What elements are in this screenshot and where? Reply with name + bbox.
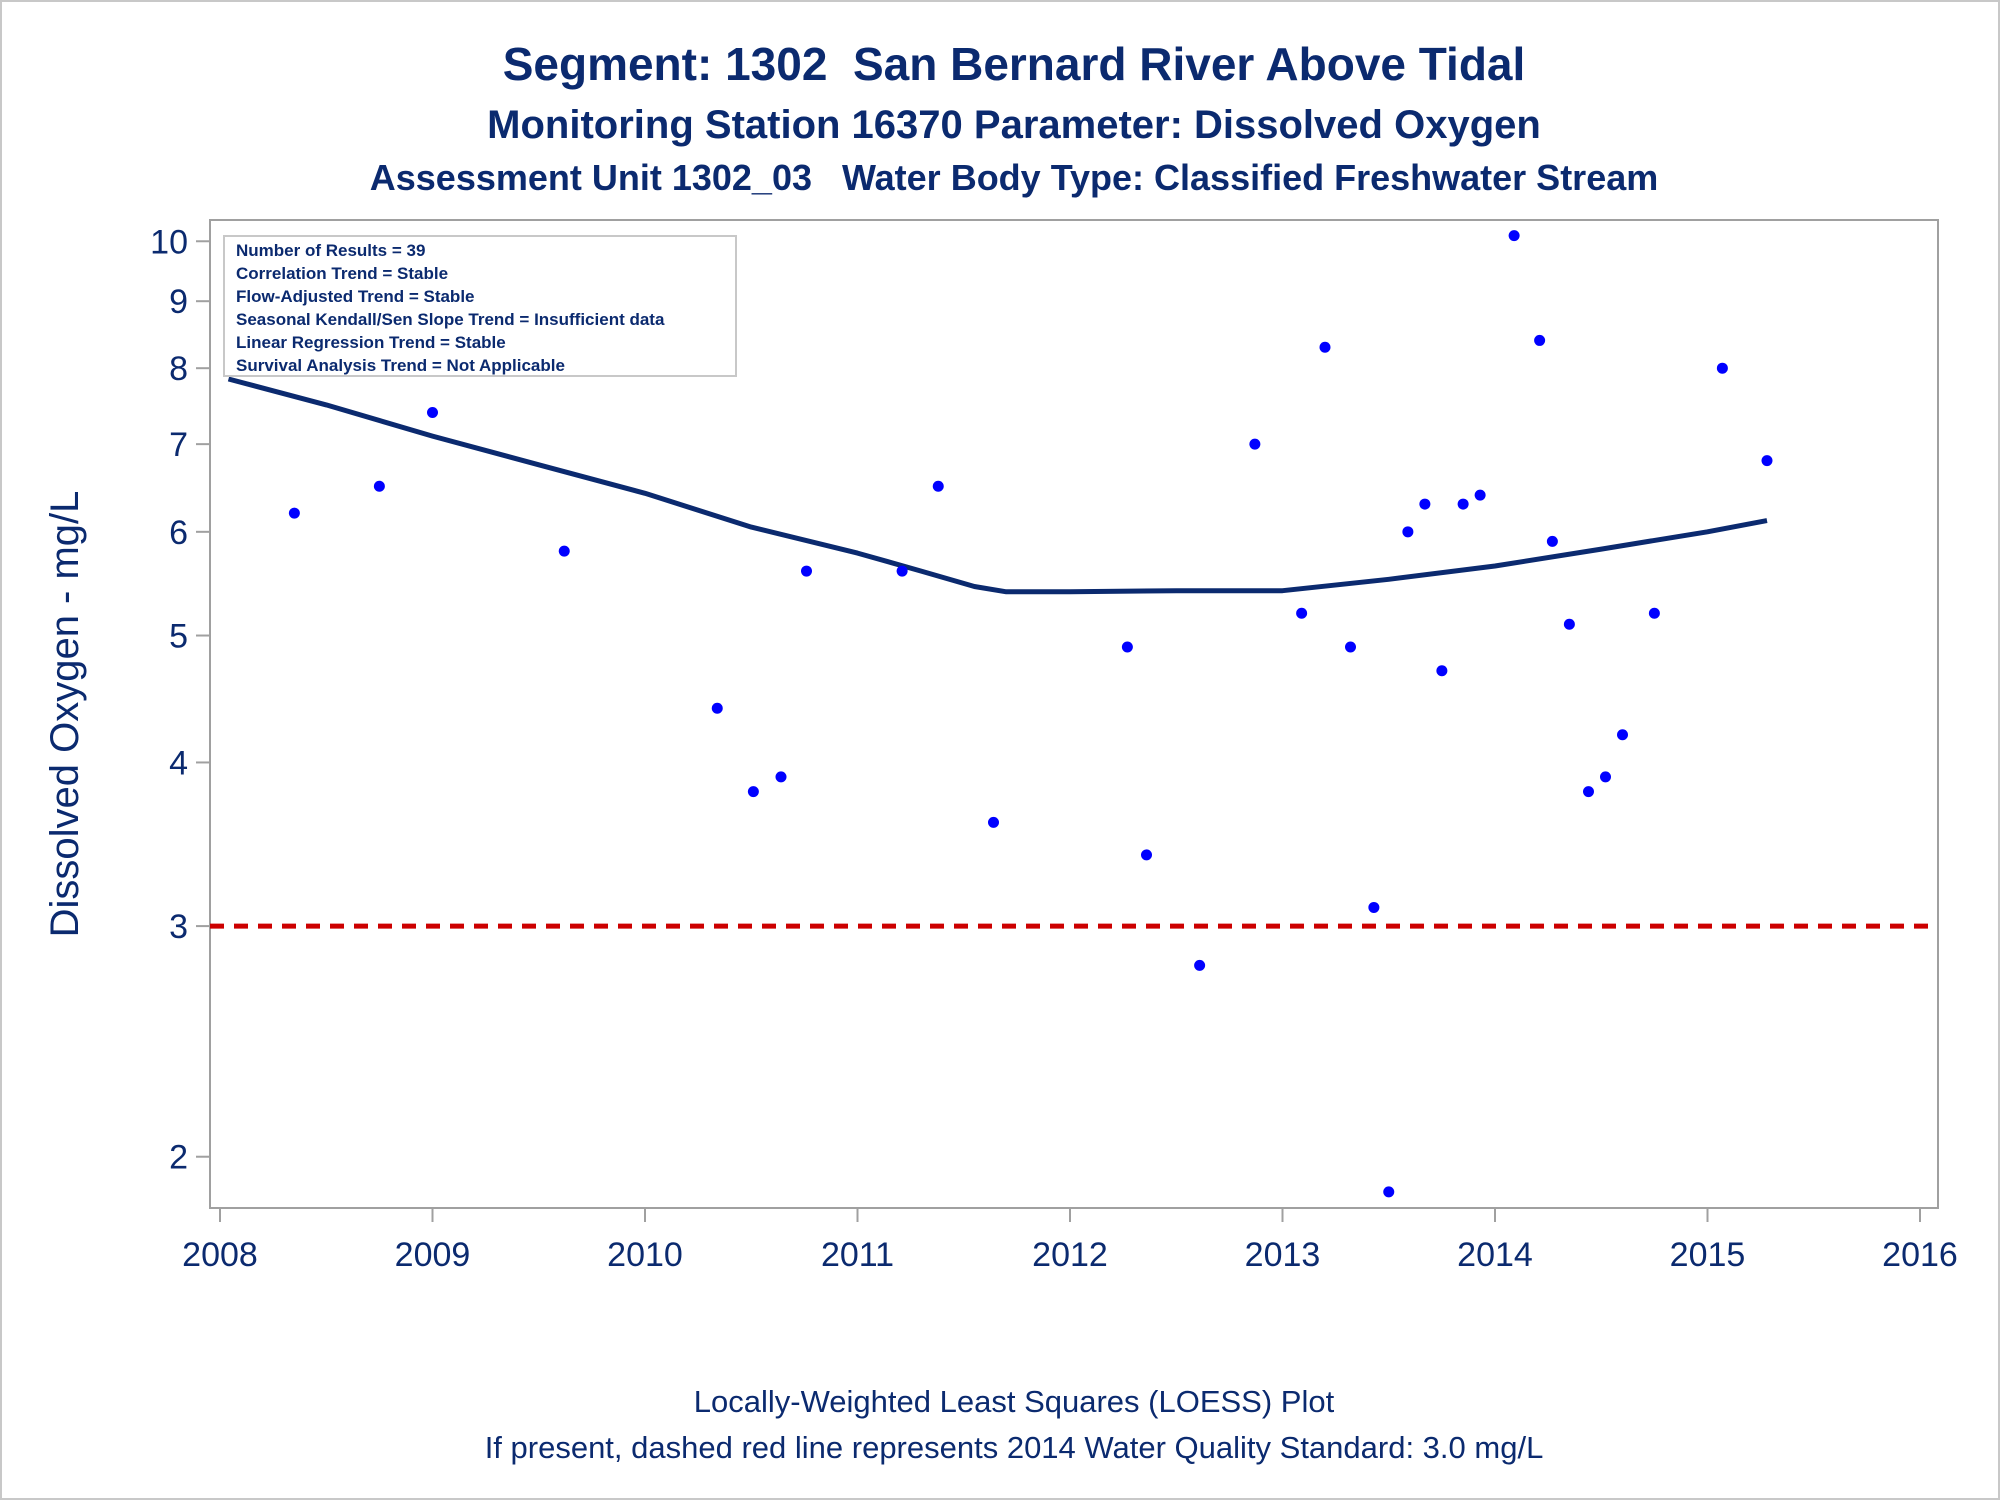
data-point [1546, 535, 1558, 547]
footnote-standard: If present, dashed red line represents 2… [485, 1430, 1544, 1465]
stats-box-line: Flow-Adjusted Trend = Stable [236, 287, 475, 306]
data-point [1583, 786, 1594, 798]
x-tick-label: 2010 [607, 1236, 683, 1274]
data-point [1296, 607, 1308, 619]
data-point [1345, 641, 1356, 653]
y-tick-label: 4 [169, 744, 188, 782]
y-axis-label: Dissolved Oxygen - mg/L [43, 491, 87, 938]
data-point [1508, 230, 1520, 242]
data-point [711, 702, 723, 714]
x-tick-label: 2009 [395, 1236, 471, 1274]
stats-box-line: Correlation Trend = Stable [236, 264, 448, 283]
data-point [1648, 607, 1660, 619]
data-point [1419, 498, 1431, 510]
data-point [1141, 849, 1152, 861]
data-point [801, 565, 812, 577]
data-point [1194, 959, 1206, 971]
y-tick-label: 7 [169, 426, 188, 464]
stats-box-line: Survival Analysis Trend = Not Applicable [236, 356, 565, 375]
x-axis: 2008 2009 2010 2011 2012 2013 2014 2015 2016 [182, 1208, 1958, 1274]
x-tick-label: 2015 [1670, 1236, 1746, 1274]
data-point [427, 407, 438, 419]
data-point [1474, 489, 1486, 501]
y-tick-label: 3 [169, 908, 188, 946]
data-point [988, 816, 999, 828]
loess-curve [227, 376, 1768, 595]
x-tick-label: 2011 [821, 1236, 894, 1274]
stats-box-line: Linear Regression Trend = Stable [236, 333, 506, 352]
chart-subtitle: Monitoring Station 16370 Parameter: Diss… [487, 103, 1541, 147]
x-tick-label: 2016 [1882, 1236, 1958, 1274]
footnote-method: Locally-Weighted Least Squares (LOESS) P… [694, 1384, 1335, 1419]
data-point [1563, 618, 1575, 630]
trend-stats-box: Number of Results = 39 Correlation Trend … [223, 235, 737, 377]
data-point [932, 480, 944, 492]
x-tick-label: 2008 [182, 1236, 258, 1274]
data-point [1534, 334, 1546, 346]
data-point [1249, 438, 1261, 450]
x-tick-label: 2012 [1032, 1236, 1108, 1274]
data-point [1121, 641, 1133, 653]
y-axis: 2 3 4 5 6 7 8 9 10 [150, 223, 210, 1177]
y-tick-label: 9 [169, 283, 188, 321]
data-point [558, 545, 570, 557]
data-point [1716, 362, 1728, 374]
y-tick-label: 2 [169, 1139, 188, 1177]
y-tick-label: 6 [169, 514, 188, 552]
data-point [1600, 771, 1611, 783]
x-tick-label: 2013 [1245, 1236, 1321, 1274]
stats-box-line: Seasonal Kendall/Sen Slope Trend = Insuf… [236, 310, 665, 329]
x-tick-label: 2014 [1457, 1236, 1533, 1274]
y-tick-label: 5 [169, 618, 188, 656]
data-point [288, 507, 300, 519]
data-point [1617, 729, 1628, 741]
y-tick-label: 10 [150, 223, 188, 261]
data-point [373, 480, 385, 492]
data-point [747, 786, 759, 798]
stats-box-border [223, 235, 737, 377]
y-tick-label: 8 [169, 350, 188, 388]
data-point [1368, 901, 1380, 913]
data-point [1436, 665, 1448, 677]
data-point [1761, 455, 1773, 467]
data-point [1319, 341, 1331, 353]
data-point [1402, 526, 1414, 538]
data-point [775, 771, 787, 783]
data-point [1383, 1186, 1395, 1198]
chart-title: Segment: 1302 San Bernard River Above Ti… [503, 38, 1526, 90]
plot-area [209, 219, 1939, 1209]
data-point [1457, 498, 1469, 510]
chart-subtitle-2: Assessment Unit 1302_03 Water Body Type:… [370, 157, 1659, 198]
data-point [896, 565, 908, 577]
stats-box-line: Number of Results = 39 [236, 241, 425, 260]
